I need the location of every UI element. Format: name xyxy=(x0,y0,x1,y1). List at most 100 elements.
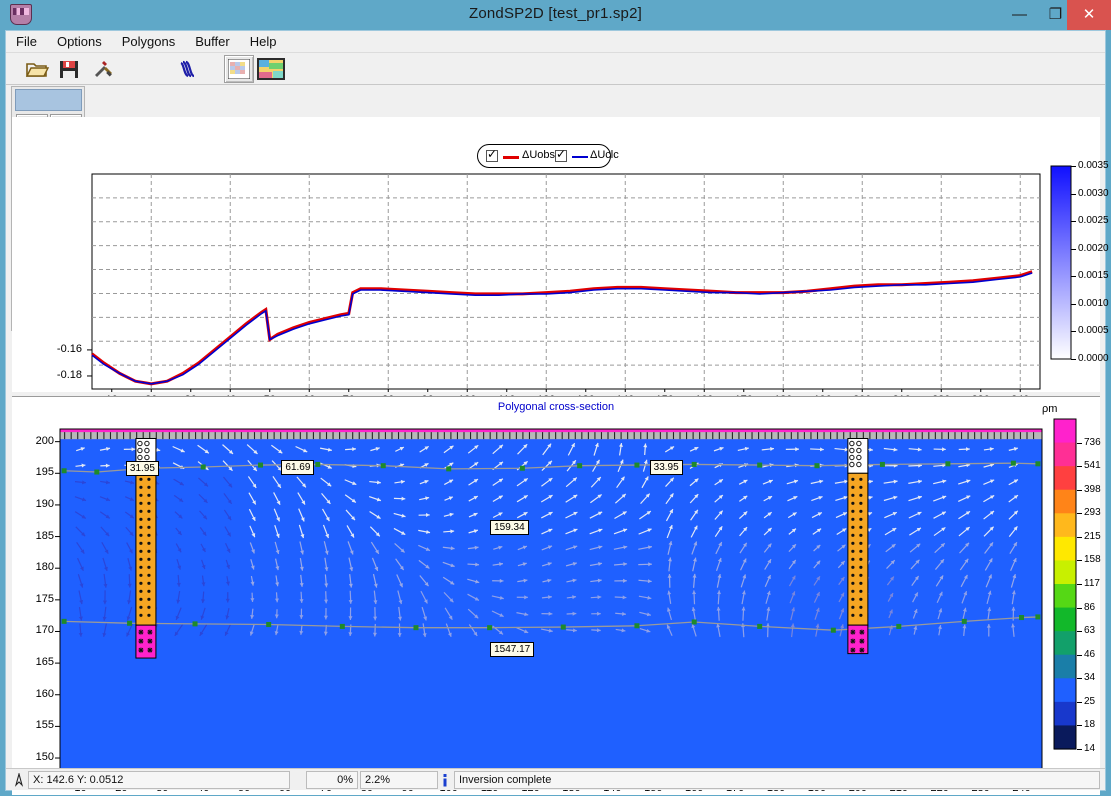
sp-colorbar xyxy=(1050,165,1072,360)
resistivity-tick-label: 215 xyxy=(1084,530,1101,542)
cross-section-panel: Polygonal cross-section 31.95 61.69 33.95 1… xyxy=(12,396,1101,795)
resistivity-tick-label: 293 xyxy=(1084,507,1101,519)
section-y-tick-label: 165 xyxy=(35,656,54,669)
section-value-label[interactable]: 61.69 xyxy=(281,459,315,475)
resistivity-tick-label: 34 xyxy=(1084,672,1096,684)
chart-legend: ΔUobs ΔUclc xyxy=(477,144,619,168)
legend-swatch-uobs xyxy=(503,156,519,159)
y-tick-label: -0.18 xyxy=(56,368,82,381)
save-file-icon[interactable] xyxy=(56,57,82,81)
section-title: Polygonal cross-section xyxy=(497,401,615,413)
colorbar-tick xyxy=(1071,221,1076,223)
resistivity-tick-label: 541 xyxy=(1084,460,1101,472)
menu-polygons[interactable]: Polygons xyxy=(121,34,176,49)
colorbar-tick-label: 0.0035 xyxy=(1078,160,1109,171)
color-section-icon[interactable] xyxy=(257,57,285,81)
minimize-button[interactable]: — xyxy=(1012,6,1027,23)
section-y-tick-label: 160 xyxy=(35,687,54,700)
resistivity-tick xyxy=(1077,442,1082,444)
main-toolbar xyxy=(6,53,1105,85)
open-file-icon[interactable] xyxy=(24,57,50,81)
info-icon xyxy=(443,774,447,787)
palette-header xyxy=(15,89,82,111)
colorbar-tick-label: 0.0020 xyxy=(1078,242,1109,254)
menu-help[interactable]: Help xyxy=(249,34,277,49)
model-grid-button[interactable] xyxy=(224,55,254,83)
status-message: Inversion complete xyxy=(454,771,1100,789)
resistivity-tick-label: 63 xyxy=(1084,625,1096,637)
resistivity-tick xyxy=(1077,584,1082,585)
resistivity-tick-label: 398 xyxy=(1084,483,1101,495)
legend-label-uobs: ΔUobs xyxy=(522,149,556,161)
colorbar-tick-label: 0.0010 xyxy=(1078,297,1109,309)
resistivity-tick xyxy=(1077,725,1082,727)
colorbar-tick-label: 0.0005 xyxy=(1078,325,1109,337)
legend-check-uobs[interactable] xyxy=(486,147,498,162)
close-button[interactable]: ✕ xyxy=(1067,0,1111,30)
resistivity-tick-label: 46 xyxy=(1084,648,1096,660)
resistivity-tick xyxy=(1077,654,1082,656)
menu-buffer[interactable]: Buffer xyxy=(195,34,230,49)
legend-swatch-uclc xyxy=(572,156,588,158)
resistivity-tick-label: 158 xyxy=(1084,554,1101,566)
client-area: File Options Polygons Buffer Help xyxy=(5,30,1109,795)
legend-label-uclc: ΔUclc xyxy=(590,149,619,161)
settings-tools-icon[interactable] xyxy=(90,57,116,81)
resistivity-tick-label: 25 xyxy=(1084,695,1096,707)
colorbar-tick xyxy=(1071,193,1076,195)
colorbar-tick xyxy=(1071,166,1076,167)
zond-app-icon xyxy=(10,4,32,25)
section-y-tick-label: 180 xyxy=(35,561,54,574)
sp-curve-chart: ΔUobs ΔUclc 0.0035 0.0030 0.0025 0.0020 0.00… xyxy=(12,117,1109,406)
menu-file[interactable]: File xyxy=(16,34,37,49)
inversion-icon[interactable] xyxy=(176,57,202,81)
section-value-label[interactable]: 1547.17 xyxy=(490,642,535,658)
resistivity-tick xyxy=(1077,607,1082,609)
section-y-tick-label: 200 xyxy=(35,434,54,447)
section-y-tick-label: 190 xyxy=(35,497,54,510)
section-value-label[interactable]: 33.95 xyxy=(649,459,683,475)
borehole-2 xyxy=(847,437,869,655)
window-title: ZondSP2D [test_pr1.sp2] xyxy=(468,5,643,22)
colorbar-tick xyxy=(1071,248,1076,250)
sp-curve-plot xyxy=(87,173,1041,392)
colorbar-tick-label: 0.0025 xyxy=(1078,215,1109,227)
title-bar: ZondSP2D [test_pr1.sp2] — ❐ ✕ xyxy=(0,0,1111,30)
resistivity-tick xyxy=(1077,536,1082,538)
maximize-button[interactable]: ❐ xyxy=(1048,6,1063,23)
colorbar-tick xyxy=(1071,331,1076,333)
section-y-tick-label: 195 xyxy=(35,466,54,479)
section-y-tick-label: 150 xyxy=(35,751,54,764)
resistivity-tick-label: 736 xyxy=(1084,436,1101,448)
section-y-tick-label: 155 xyxy=(35,719,54,732)
model-grid-icon xyxy=(228,59,250,79)
section-value-label[interactable]: 159.34 xyxy=(490,520,529,536)
legend-check-uclc[interactable] xyxy=(555,147,567,162)
colorbar-tick-label: 0.0000 xyxy=(1078,353,1109,364)
error-value: 2.2% xyxy=(360,771,438,789)
progress-value: 0% xyxy=(306,771,358,789)
section-y-tick-label: 175 xyxy=(35,592,54,605)
status-bar: X: 142.6 Y: 0.0512 0% 2.2% Inversion com… xyxy=(6,768,1105,790)
resistivity-tick-label: 117 xyxy=(1084,578,1100,589)
colorbar-tick-label: 0.0015 xyxy=(1078,270,1109,282)
resistivity-tick-label: 18 xyxy=(1084,719,1096,731)
section-y-tick-label: 185 xyxy=(35,529,54,542)
section-y-tick-label: 170 xyxy=(35,624,54,637)
resistivity-tick xyxy=(1077,701,1082,703)
resistivity-tick-label: 14 xyxy=(1084,743,1096,754)
resistivity-tick xyxy=(1077,560,1082,562)
colorbar-tick xyxy=(1071,276,1076,278)
resistivity-tick xyxy=(1077,513,1082,515)
resistivity-unit-label: ρm xyxy=(1042,403,1058,415)
menu-options[interactable]: Options xyxy=(56,34,102,49)
resistivity-tick xyxy=(1077,631,1082,633)
section-value-label[interactable]: 31.95 xyxy=(125,461,159,477)
resistivity-tick xyxy=(1077,749,1082,750)
cursor-coords: X: 142.6 Y: 0.0512 xyxy=(28,771,290,789)
resistivity-tick xyxy=(1077,678,1082,680)
colorbar-tick xyxy=(1071,359,1076,360)
menu-bar: File Options Polygons Buffer Help xyxy=(6,31,1105,53)
colorbar-tick-label: 0.0030 xyxy=(1078,187,1109,199)
